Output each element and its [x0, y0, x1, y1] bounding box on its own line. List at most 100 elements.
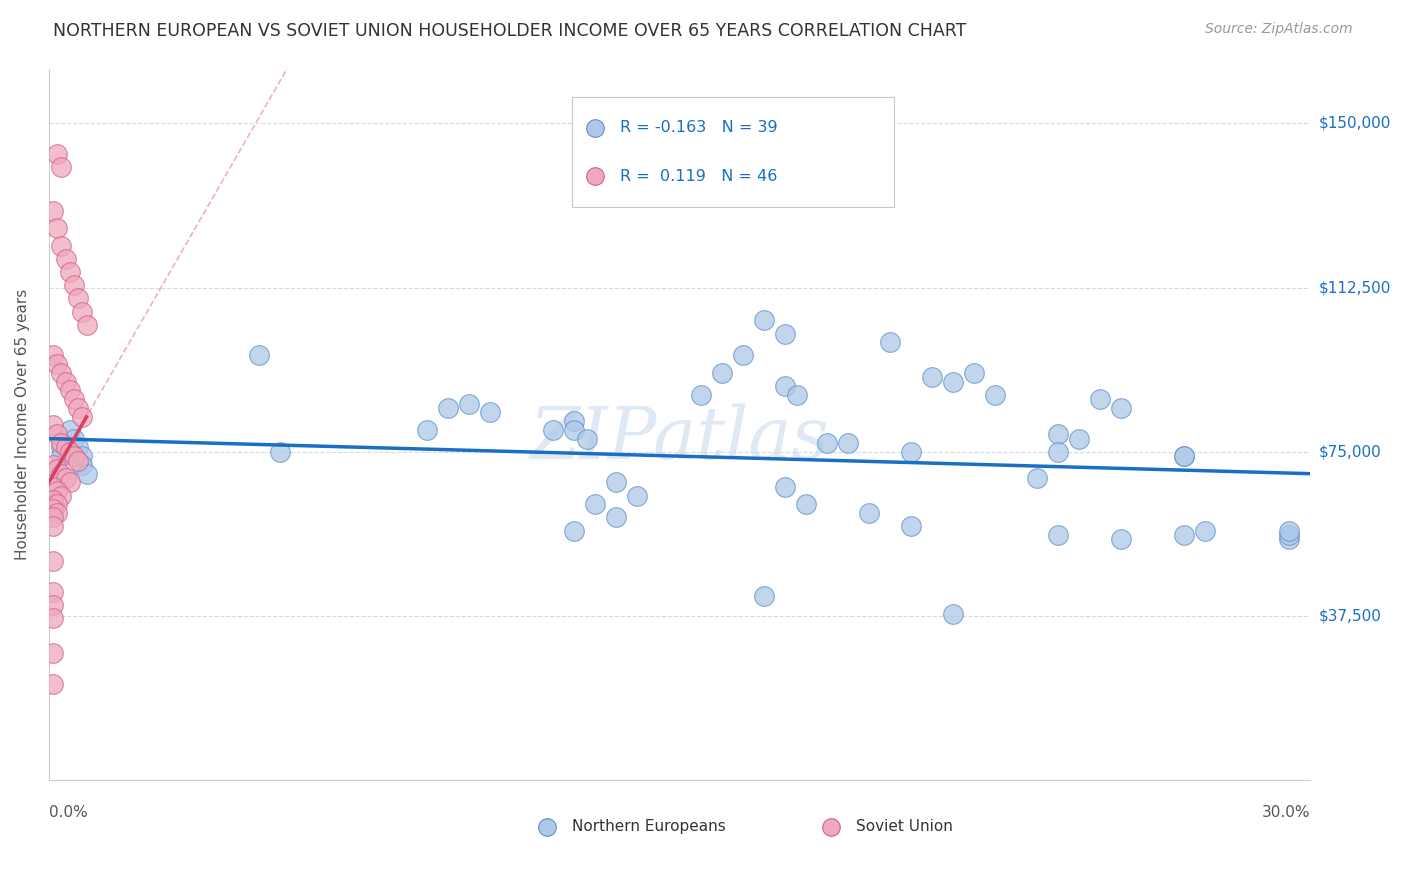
Point: [786, 388, 808, 402]
Point: [458, 396, 481, 410]
Point: [51, 239, 73, 253]
Point: [51, 489, 73, 503]
Text: ZIPatlas: ZIPatlas: [530, 403, 830, 474]
FancyBboxPatch shape: [572, 97, 894, 207]
Point: [605, 510, 627, 524]
Point: [564, 423, 586, 437]
Point: [794, 497, 817, 511]
Point: [59, 265, 82, 279]
Point: [564, 414, 586, 428]
Point: [1278, 528, 1301, 542]
Point: [564, 524, 586, 538]
Point: [42, 554, 65, 568]
Text: Soviet Union: Soviet Union: [856, 819, 953, 834]
Text: Source: ZipAtlas.com: Source: ZipAtlas.com: [1205, 22, 1353, 37]
Point: [63, 449, 86, 463]
Point: [1088, 392, 1111, 407]
Point: [773, 326, 796, 341]
Point: [42, 501, 65, 516]
Point: [67, 401, 90, 415]
Point: [1046, 427, 1069, 442]
Y-axis label: Householder Income Over 65 years: Householder Income Over 65 years: [15, 289, 30, 560]
Text: 30.0%: 30.0%: [1261, 805, 1310, 820]
Point: [76, 467, 98, 481]
Point: [42, 510, 65, 524]
Point: [269, 444, 291, 458]
Point: [55, 252, 77, 266]
Point: [72, 409, 94, 424]
Point: [46, 506, 69, 520]
Point: [42, 348, 65, 362]
Point: [42, 203, 65, 218]
Point: [46, 221, 69, 235]
Point: [858, 506, 880, 520]
Point: [42, 646, 65, 660]
Point: [46, 357, 69, 371]
Point: [963, 366, 986, 380]
Point: [815, 436, 838, 450]
Point: [773, 480, 796, 494]
Point: [1109, 533, 1132, 547]
Point: [46, 497, 69, 511]
Point: [42, 418, 65, 433]
Point: [942, 375, 965, 389]
Point: [900, 444, 922, 458]
Point: [42, 598, 65, 612]
Point: [731, 348, 754, 362]
Point: [879, 335, 901, 350]
Point: [51, 441, 73, 455]
Point: [1278, 524, 1301, 538]
Point: [42, 492, 65, 507]
Point: [1026, 471, 1049, 485]
Point: [67, 453, 90, 467]
Point: [42, 677, 65, 691]
Point: [247, 348, 270, 362]
Point: [42, 480, 65, 494]
Point: [710, 366, 733, 380]
Point: [42, 611, 65, 625]
Point: [576, 432, 599, 446]
Point: [1046, 528, 1069, 542]
Point: [1046, 444, 1069, 458]
Point: [605, 475, 627, 490]
Point: [51, 467, 73, 481]
Text: $75,000: $75,000: [1319, 444, 1381, 459]
Point: [72, 458, 94, 472]
Point: [51, 436, 73, 450]
Text: R =  0.119   N = 46: R = 0.119 N = 46: [620, 169, 778, 184]
Text: $150,000: $150,000: [1319, 116, 1391, 131]
Point: [59, 444, 82, 458]
Point: [59, 384, 82, 398]
Point: [479, 405, 502, 419]
Point: [543, 423, 565, 437]
Point: [752, 313, 775, 327]
Point: [416, 423, 439, 437]
Point: [76, 318, 98, 332]
Point: [984, 388, 1007, 402]
Point: [1173, 528, 1195, 542]
Point: [51, 366, 73, 380]
Point: [46, 484, 69, 499]
Point: [1278, 533, 1301, 547]
Point: [583, 497, 606, 511]
Point: [42, 458, 65, 472]
Point: [1194, 524, 1216, 538]
Point: [942, 607, 965, 621]
Text: NORTHERN EUROPEAN VS SOVIET UNION HOUSEHOLDER INCOME OVER 65 YEARS CORRELATION C: NORTHERN EUROPEAN VS SOVIET UNION HOUSEH…: [53, 22, 967, 40]
Text: Northern Europeans: Northern Europeans: [572, 819, 725, 834]
Text: $37,500: $37,500: [1319, 608, 1382, 624]
Point: [46, 462, 69, 476]
Point: [55, 375, 77, 389]
Point: [900, 519, 922, 533]
Point: [51, 160, 73, 174]
Point: [752, 589, 775, 603]
Point: [46, 147, 69, 161]
Point: [42, 519, 65, 533]
Point: [773, 379, 796, 393]
Point: [437, 401, 460, 415]
Point: [42, 585, 65, 599]
Point: [63, 392, 86, 407]
Point: [1173, 449, 1195, 463]
Point: [1109, 401, 1132, 415]
Point: [67, 441, 90, 455]
